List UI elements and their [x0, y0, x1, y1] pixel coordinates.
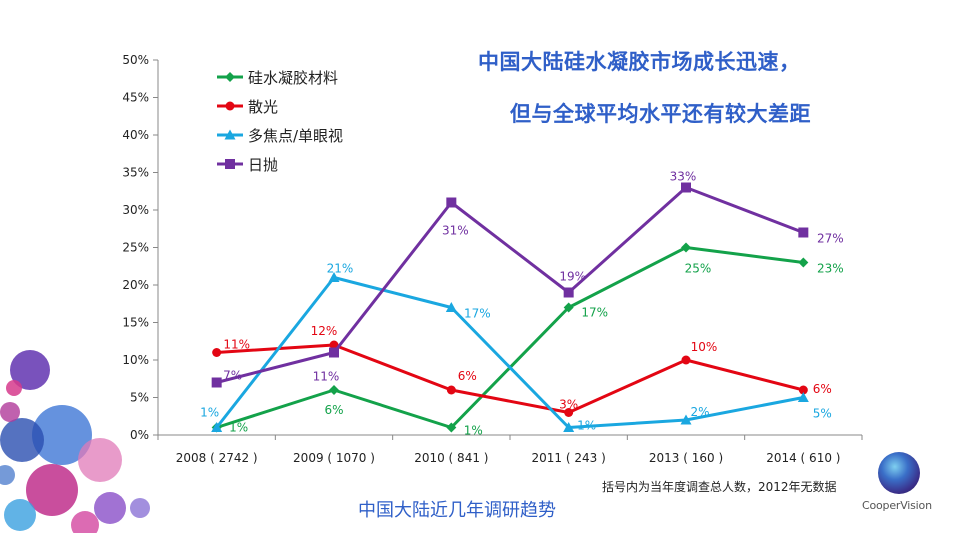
- data-point: [329, 385, 339, 395]
- x-tick-label: 2011 ( 243 ): [532, 451, 606, 465]
- data-label: 21%: [327, 262, 354, 276]
- y-tick-label: 10%: [122, 353, 149, 367]
- x-tick-label: 2008 ( 2742 ): [176, 451, 258, 465]
- data-label: 1%: [577, 419, 596, 433]
- y-tick-label: 20%: [122, 278, 149, 292]
- data-point: [212, 348, 222, 357]
- y-tick-label: 50%: [122, 53, 149, 67]
- y-tick-label: 15%: [122, 316, 149, 330]
- data-label: 1%: [200, 406, 219, 420]
- data-point: [445, 302, 457, 312]
- data-label: 11%: [313, 370, 340, 384]
- legend-label: 散光: [248, 98, 278, 116]
- data-point: [798, 385, 808, 395]
- data-label: 6%: [813, 382, 832, 396]
- data-label: 25%: [685, 262, 712, 276]
- legend-item: 硅水凝胶材料: [217, 69, 338, 87]
- data-point: [446, 385, 456, 395]
- data-label: 17%: [464, 307, 491, 321]
- data-label: 31%: [442, 224, 469, 238]
- series-1: 11% 12% 6% 3% 10% 6%: [212, 324, 832, 417]
- data-point: [446, 422, 457, 433]
- data-point: [563, 287, 574, 298]
- legend-label: 多焦点/单眼视: [248, 127, 343, 145]
- data-label: 6%: [324, 403, 343, 417]
- legend-label: 日抛: [248, 156, 278, 174]
- series-2: 1% 21% 17% 1% 2% 5%: [200, 262, 832, 433]
- data-label: 1%: [464, 424, 483, 438]
- legend-marker: [224, 129, 236, 140]
- y-tick-label: 40%: [122, 128, 149, 142]
- data-label: 27%: [817, 232, 844, 246]
- data-point: [563, 302, 574, 313]
- headline-line-1: 中国大陆硅水凝胶市场成长迅速，: [478, 50, 801, 74]
- legend-marker: [225, 72, 235, 82]
- x-tick-label: 2009 ( 1070 ): [293, 451, 375, 465]
- decorative-bubbles: [0, 350, 150, 533]
- logo-text: CooperVision: [862, 499, 932, 512]
- y-tick-label: 25%: [122, 241, 149, 255]
- x-tick-label: 2010 ( 841 ): [414, 451, 488, 465]
- series-3: 7% 11% 31% 19% 33% 27%: [211, 170, 844, 388]
- data-point: [211, 422, 223, 432]
- y-tick-label: 0%: [130, 428, 149, 442]
- y-tick-label: 30%: [122, 203, 149, 217]
- data-label: 2%: [690, 405, 709, 419]
- data-point: [563, 422, 575, 432]
- chart-caption: 中国大陆近几年调研趋势: [358, 500, 556, 521]
- chart-series: 1%6%1%17%25% 23%11%12%6%3%10%6%1%21%17%1%…: [200, 170, 844, 438]
- data-point: [329, 347, 339, 358]
- data-label: 17%: [581, 306, 608, 320]
- data-label: 10%: [691, 340, 718, 354]
- series-line: [215, 276, 804, 429]
- data-label: 19%: [559, 270, 586, 284]
- data-label: 5%: [813, 407, 832, 421]
- footnote: 括号内为当年度调查总人数，2012年无数据: [602, 480, 837, 494]
- data-label: 3%: [559, 398, 578, 412]
- data-point: [564, 408, 574, 417]
- data-point: [797, 392, 809, 402]
- data-label: 33%: [670, 170, 697, 184]
- legend-label: 硅水凝胶材料: [248, 69, 338, 87]
- x-tick-label: 2013 ( 160 ): [649, 451, 723, 465]
- data-label: 23%: [817, 262, 844, 276]
- data-point: [446, 197, 457, 208]
- data-point: [681, 242, 691, 253]
- data-label: 7%: [223, 369, 242, 383]
- data-point: [680, 414, 692, 425]
- data-label: 12%: [311, 324, 338, 338]
- legend-item: 日抛: [217, 156, 278, 174]
- series-line: [216, 343, 804, 414]
- chart-axes: 0% 5% 10% 15% 20% 25% 30% 35% 40% 45% 50% 2008 ( 27…: [122, 53, 863, 465]
- data-label: 11%: [223, 338, 250, 352]
- data-point: [798, 227, 809, 238]
- y-tick-label: 45%: [122, 91, 149, 105]
- data-label: 6%: [458, 369, 477, 383]
- legend-item: 散光: [217, 98, 278, 116]
- data-point: [211, 377, 222, 388]
- x-tick-label: 2014 ( 610 ): [766, 451, 840, 465]
- legend-marker: [225, 159, 235, 169]
- legend-item: 多焦点/单眼视: [217, 127, 343, 145]
- data-point: [798, 257, 809, 268]
- headline-line-2: 但与全球平均水平还有较大差距: [510, 102, 811, 126]
- data-label: 1%: [229, 421, 248, 435]
- data-point: [681, 355, 691, 365]
- y-tick-label: 35%: [122, 166, 149, 180]
- data-point: [328, 272, 340, 282]
- series-line: [216, 186, 804, 384]
- legend-marker: [225, 101, 235, 111]
- y-tick-label: 5%: [130, 391, 149, 405]
- data-point: [681, 182, 691, 193]
- coopervision-orb-logo: [878, 452, 920, 494]
